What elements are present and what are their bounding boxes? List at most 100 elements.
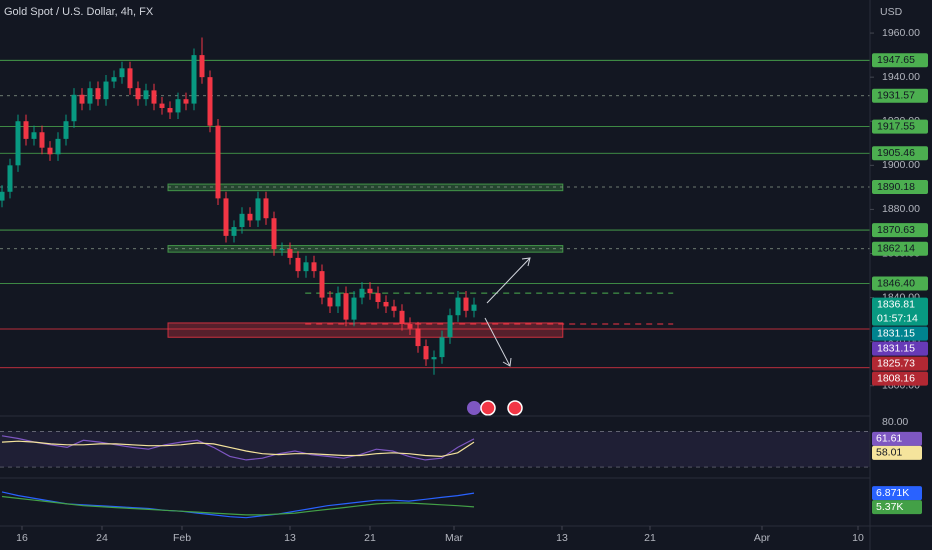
x-tick-label: 21 <box>644 532 656 544</box>
candle-body <box>255 198 261 221</box>
price-badge-label: 1846.40 <box>877 277 915 289</box>
x-tick-label: 21 <box>364 532 376 544</box>
price-badge <box>872 276 928 291</box>
candle-body <box>215 125 221 199</box>
candle-body <box>447 315 453 338</box>
chart-title: Gold Spot / U.S. Dollar, 4h, FX <box>4 6 154 18</box>
y-tick-label: 1960.00 <box>882 27 920 39</box>
y-tick-label: 1880.00 <box>882 203 920 215</box>
price-badge-label: 1931.57 <box>877 90 915 102</box>
price-badge-label: 1862.14 <box>877 243 915 255</box>
zone <box>167 322 564 338</box>
price-badge-label: 1905.46 <box>877 147 915 159</box>
candle-body <box>199 55 205 78</box>
candle-body <box>15 121 21 166</box>
candle-body <box>143 90 149 100</box>
value-badge-label: 5.37K <box>876 501 903 513</box>
candle-body <box>311 262 317 272</box>
candle-body <box>7 165 13 192</box>
price-badge <box>872 223 928 238</box>
candle-body <box>55 138 61 155</box>
candle-body <box>319 271 325 298</box>
candle-body <box>23 121 29 139</box>
candle-body <box>471 304 477 311</box>
candle-body <box>279 249 285 251</box>
x-tick-label: 13 <box>556 532 568 544</box>
y-tick-label: 1900.00 <box>882 159 920 171</box>
candle-body <box>351 297 357 320</box>
candle-body <box>191 55 197 104</box>
candle-body <box>263 198 269 219</box>
rsi-band <box>0 431 870 468</box>
candle-body <box>39 132 45 148</box>
event-icon[interactable] <box>467 401 481 415</box>
candle-body <box>391 306 397 311</box>
price-badge <box>872 119 928 134</box>
candle-body <box>231 227 237 236</box>
indicator-line <box>1 495 475 516</box>
indicator-line <box>1 491 475 519</box>
price-badge-label: 1831.15 <box>877 342 915 354</box>
price-badge <box>872 371 928 386</box>
currency: USD <box>880 6 903 18</box>
value-badge <box>872 445 922 460</box>
price-badge <box>872 297 928 326</box>
x-tick-label: 24 <box>96 532 108 544</box>
event-icon[interactable] <box>480 400 496 416</box>
candle-body <box>271 218 277 250</box>
value-badge-label: 61.61 <box>876 433 902 445</box>
candle-body <box>367 288 373 294</box>
candle-body <box>399 310 405 325</box>
candle-body <box>31 132 37 139</box>
candle-body <box>79 94 85 104</box>
candle-body <box>407 324 413 329</box>
candle-body <box>455 297 461 316</box>
price-badge-label: 1836.81 <box>877 298 915 310</box>
candle-body <box>151 90 157 104</box>
value-badge <box>872 431 922 446</box>
x-tick-label: Feb <box>173 532 191 544</box>
price-badge <box>872 241 928 256</box>
candle-body <box>223 198 229 236</box>
price-badge-label: 1825.73 <box>877 357 915 369</box>
candle-body <box>415 328 421 347</box>
price-badge <box>872 146 928 161</box>
candle-body <box>87 88 93 104</box>
price-badge <box>872 356 928 371</box>
candle-body <box>431 357 437 360</box>
candle-body <box>327 297 333 307</box>
candle-body <box>183 99 189 104</box>
candle-body <box>159 103 165 109</box>
event-icon[interactable] <box>507 400 523 416</box>
candle-body <box>167 108 173 113</box>
candle-body <box>303 262 309 272</box>
arrow-up-head <box>521 257 531 267</box>
candle-body <box>287 249 293 258</box>
value-badge-label: 58.01 <box>876 447 902 459</box>
candle-body <box>103 81 109 100</box>
candle-body <box>175 99 181 113</box>
price-badge <box>872 179 928 194</box>
indicator-line <box>1 435 475 461</box>
indicator-line <box>1 440 475 458</box>
price-badge-label: 1831.15 <box>877 327 915 339</box>
candle-body <box>95 88 101 100</box>
candle-body <box>383 301 389 307</box>
candle-body <box>295 257 301 272</box>
candle-body <box>239 213 245 228</box>
x-tick-label: 10 <box>852 532 864 544</box>
candle-body <box>71 94 77 122</box>
price-badge <box>872 88 928 103</box>
candle-body <box>47 147 53 155</box>
value-badge <box>872 486 922 501</box>
price-badge-label: 1917.55 <box>877 120 915 132</box>
candle-body <box>111 77 117 82</box>
x-tick-label: Mar <box>445 532 464 544</box>
candle-body <box>119 68 125 78</box>
y-tick-label: 80.00 <box>882 416 908 428</box>
x-tick-label: 16 <box>16 532 28 544</box>
candle-body <box>247 213 253 221</box>
